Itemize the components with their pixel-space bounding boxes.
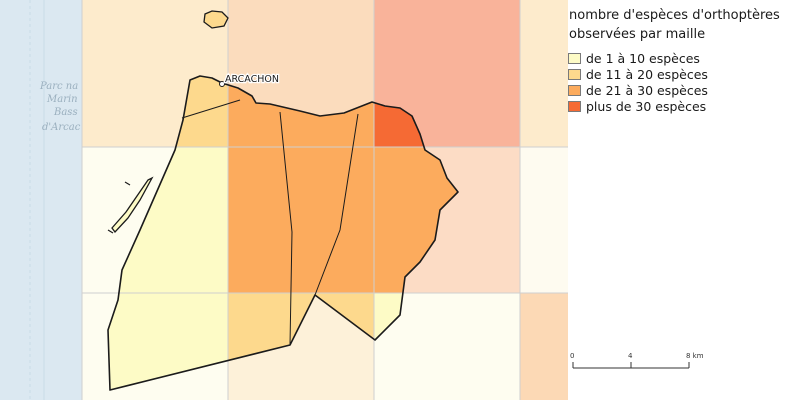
district-boundaries [181, 99, 359, 346]
legend-title: nombre d'espèces d'orthoptères observées… [569, 6, 792, 44]
legend-item: de 11 à 20 espèces [568, 66, 792, 82]
marine-park-label-line-3: Bass [53, 107, 78, 118]
coastal-spit [111, 176, 154, 234]
marine-park-label-line-4: d'Arcac [42, 122, 81, 133]
grid-cell-r2c4 [520, 147, 568, 293]
grid-lines [81, 0, 568, 400]
ocean-area [0, 0, 82, 400]
town-label: ARCACHON [225, 74, 279, 85]
legend-swatch [568, 100, 581, 112]
legend-item: de 1 à 10 espèces [568, 50, 792, 66]
legend-swatch [568, 68, 581, 80]
legend-label: de 21 à 30 espèces [586, 82, 708, 98]
grid-cell-r3c4 [520, 293, 568, 400]
scale-tick-0: 0 [570, 352, 574, 360]
legend-label: de 11 à 20 espèces [586, 66, 708, 82]
legend-label: plus de 30 espèces [586, 98, 707, 114]
legend-list: de 1 à 10 espèces de 11 à 20 espèces de 21… [568, 50, 792, 114]
island-shape [203, 10, 229, 29]
legend-title-line-1: nombre d'espèces d'orthoptères [569, 8, 780, 23]
legend-title-line-2: observées par maille [569, 27, 706, 42]
coastal-detail [124, 181, 131, 186]
legend: nombre d'espèces d'orthoptères observées… [568, 6, 792, 114]
commune-cell-r2c2 [228, 147, 374, 293]
legend-item: plus de 30 espèces [568, 98, 792, 114]
town-marker [219, 81, 225, 87]
legend-label: de 1 à 10 espèces [586, 50, 700, 66]
marine-park-label-line-2: Marin [46, 94, 78, 105]
legend-item: de 21 à 30 espèces [568, 82, 792, 98]
legend-swatch [568, 52, 581, 64]
legend-swatch [568, 84, 581, 96]
grid-cell-r1c4 [520, 0, 568, 147]
scale-tick-4: 4 [628, 352, 633, 360]
coastal-detail-2 [107, 229, 114, 234]
scale-tick-8: 8 km [686, 352, 704, 360]
scale-bar: 0 4 8 km [570, 352, 704, 369]
marine-park-label: Parc na Marin Bass d'Arcac [39, 81, 81, 133]
marine-park-label-line-1: Parc na [39, 81, 78, 92]
commune-outline [107, 75, 459, 391]
